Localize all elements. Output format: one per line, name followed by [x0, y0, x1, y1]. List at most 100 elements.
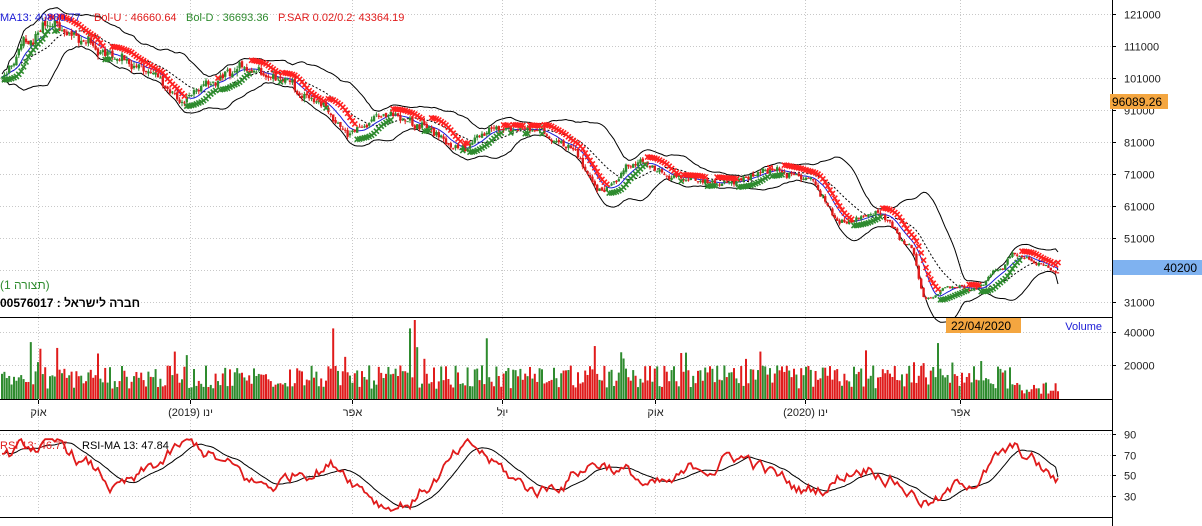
volume-bar [281, 384, 284, 399]
volume-bar [92, 377, 95, 399]
volume-bar [610, 369, 613, 399]
volume-bar [704, 367, 707, 399]
volume-bar [248, 375, 251, 399]
volume-bar [893, 366, 896, 399]
candle-body [970, 289, 973, 291]
psar-marker [322, 104, 330, 112]
psar-marker [927, 276, 934, 283]
volume-bar [161, 386, 164, 399]
volume-bar [262, 374, 265, 399]
candle-body [684, 179, 688, 181]
volume-bar [922, 363, 925, 399]
candle-body [891, 221, 894, 228]
volume-bar [682, 371, 685, 399]
candle-body [159, 77, 162, 79]
psar-marker [418, 115, 426, 122]
volume-bar [358, 386, 361, 399]
volume-bar [524, 373, 527, 399]
volume-bar [500, 386, 503, 399]
candle-body [814, 181, 817, 185]
volume-bar [651, 381, 654, 399]
volume-bar [121, 365, 123, 399]
candle-body [377, 115, 380, 117]
volume-bar [946, 374, 949, 399]
volume-bar [128, 388, 131, 399]
candle-body [22, 37, 25, 46]
volume-bar [985, 378, 987, 399]
candle-body [850, 220, 853, 223]
volume-bar [685, 352, 687, 399]
volume-bar [572, 385, 575, 399]
volume-bar [793, 368, 795, 399]
candle-body [341, 128, 344, 130]
rsi-gridlines [0, 434, 1112, 497]
candle-body [363, 126, 366, 128]
volume-bar [987, 379, 990, 399]
volume-bar [838, 381, 841, 399]
candle-body [639, 159, 642, 164]
volume-bar [615, 380, 618, 399]
price-gridlines [0, 14, 1112, 303]
panel-frames [0, 0, 1113, 526]
date-tick-label: אוק [30, 407, 46, 419]
volume-bar [346, 372, 349, 399]
psar-marker [351, 120, 358, 127]
candle-body [533, 130, 536, 132]
volume-bar [53, 376, 56, 399]
candle-body [356, 127, 359, 133]
candle-body [178, 99, 181, 103]
candle-body [75, 33, 78, 36]
volume-bar [202, 386, 205, 399]
candle-body [912, 247, 916, 255]
candle-body [428, 126, 431, 129]
volume-bar [365, 379, 368, 399]
candle-body [764, 169, 767, 171]
candle-body [72, 32, 76, 35]
psar-marker [94, 36, 102, 43]
candle-body [768, 169, 772, 174]
candle-body [831, 208, 834, 216]
candle-body [884, 215, 887, 221]
candle-body [476, 135, 479, 138]
volume-bar [68, 375, 71, 399]
volume-bar [910, 382, 913, 399]
volume-bar [329, 368, 332, 399]
candle-body [276, 77, 280, 79]
volume-bar [423, 358, 426, 399]
candle-body [982, 284, 985, 286]
candle-body [36, 32, 40, 35]
candle-body [761, 168, 764, 173]
volume-bar [778, 370, 781, 399]
candle-body [1011, 252, 1014, 257]
candle-body [480, 133, 484, 138]
candle-body [372, 116, 376, 122]
volume-bar [332, 328, 335, 399]
volume-bar [130, 381, 133, 399]
candle-body [956, 287, 959, 289]
candle-body [1025, 257, 1028, 259]
volume-axis: 20000 40000 [1112, 328, 1155, 373]
candle-body [416, 124, 419, 129]
candle-body [766, 169, 769, 174]
candle-body [272, 74, 275, 79]
volume-bar [65, 377, 68, 399]
date-tick-label: ינו (2019) [168, 407, 213, 419]
candle-body [456, 144, 460, 149]
candle-body [192, 90, 196, 95]
volume-bar [185, 355, 188, 399]
candle-body [869, 214, 872, 216]
candle-body [432, 127, 436, 136]
candle-body [3, 74, 6, 79]
volume-bar [992, 384, 995, 399]
volume-bar [788, 370, 791, 399]
candle-body [231, 73, 234, 78]
volume-bar [533, 373, 536, 399]
candle-body [339, 122, 342, 128]
candle-body [310, 98, 313, 100]
volume-bar [538, 368, 541, 399]
volume-bar [380, 372, 383, 399]
candle-body [975, 287, 978, 289]
candle-body [1054, 271, 1057, 273]
volume-bar [401, 371, 404, 399]
